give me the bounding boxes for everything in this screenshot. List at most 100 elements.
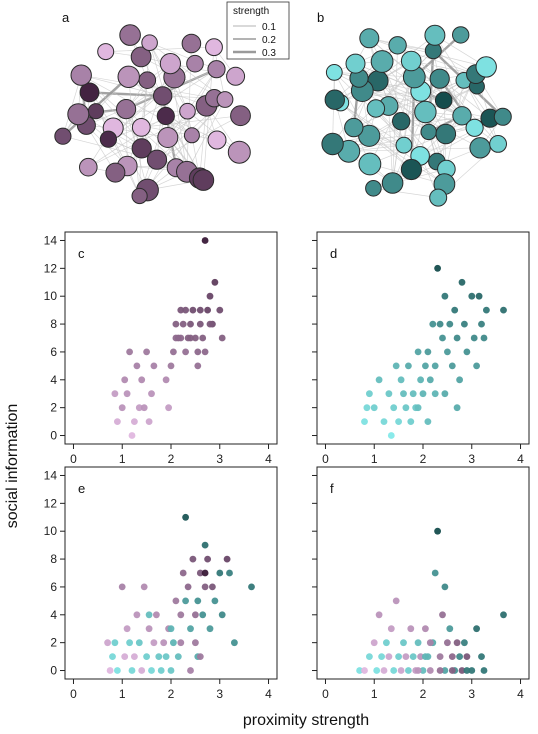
scatter-point [138,667,146,674]
scatter-point [366,390,373,398]
scatter-point [463,653,471,660]
scatter-point [167,667,175,674]
network-edge [186,99,226,172]
scatter-point [405,362,412,370]
legend-label-2: 0.3 [262,48,276,59]
scatter-point [385,390,393,398]
network-node [99,130,118,148]
x-tick-label: 1 [371,452,378,466]
scatter-point [114,418,121,425]
network-node [117,65,140,89]
scatter-point [424,418,432,425]
scatter-point [123,390,131,398]
network-node [146,149,168,170]
scatter-point [170,348,177,356]
scatter-point [216,306,224,314]
scatter-point [145,625,153,633]
scatter-point [392,362,400,370]
network-edge [411,60,476,75]
scatter-point [218,334,226,342]
scatter-point [121,653,129,660]
network-edge [362,90,405,146]
network-node [424,24,446,46]
network-node [429,188,448,207]
scatter-point [109,653,116,660]
scatter-point [453,404,461,412]
panel-label-e: e [78,481,85,496]
network-edge [128,76,193,136]
scatter-point [201,237,209,244]
network-node [392,112,411,131]
network-node [131,187,148,205]
scatter-point [248,583,255,591]
scatter-point [475,292,483,300]
y-tick-label: 0 [50,664,57,678]
scatter-point [201,583,209,591]
scatter-point [446,625,454,633]
y-tick-label: 6 [50,345,57,359]
scatter-point [431,362,439,370]
scatter-point [468,292,476,300]
network-edge [340,102,445,185]
scatter-point [201,348,209,356]
x-axis-title: proximity strength [243,712,369,729]
scatter-point [196,653,204,660]
scatter-point [446,320,454,328]
scatter-point [189,306,197,314]
panel-label-f: f [330,481,334,496]
scatter-point [422,625,429,633]
network-node [70,64,92,86]
network-edge [199,105,207,179]
scatter-point [196,569,204,577]
scatter-point [150,362,158,370]
scatter-point [106,667,114,674]
x-tick-label: 0 [322,687,329,701]
scatter-panel-d: d 0 1 2 3 4 [312,231,530,466]
scatter-point [123,625,131,633]
scatter-point [407,625,415,633]
y-tick-label: 2 [50,401,57,415]
scatter-point [453,639,461,647]
y-tick-label: 4 [50,373,57,387]
panel-label-a: a [62,10,70,25]
scatter-point [131,653,138,660]
x-tick-label: 3 [216,687,223,701]
y-tick-label: 14 [44,468,58,482]
x-tick-label: 1 [371,687,378,701]
network-edge [128,76,140,197]
scatter-point [226,569,233,577]
x-tick-label: 2 [420,687,427,701]
scatter-point [199,611,207,619]
x-tick-label: 4 [265,687,272,701]
network-edge [333,72,370,136]
scatter-point [218,611,226,619]
scatter-point [187,667,194,674]
legend-title: strength [233,6,269,17]
scatter-point [194,597,202,605]
scatter-point [179,320,187,328]
scatter-point [422,653,429,660]
scatter-point [383,639,390,647]
network-edge [373,187,439,198]
scatter-point [478,653,485,660]
scatter-point [424,348,432,356]
scatter-point [201,541,209,549]
scatter-point [211,597,219,605]
scatter-point [380,418,388,425]
scatter-point [414,667,422,674]
network-node [420,123,437,141]
scatter-point [140,583,148,591]
x-tick-label: 4 [517,452,524,466]
scatter-point [177,334,185,342]
plot-frame [64,466,278,680]
network-node [366,99,386,118]
scatter-point [174,653,182,660]
scatter-point [500,611,507,619]
scatter-point [480,334,488,342]
network-edge [170,63,236,77]
network-edge [187,111,200,179]
scatter-point [441,583,449,591]
network-node [67,103,90,126]
scatter-point [395,653,402,660]
